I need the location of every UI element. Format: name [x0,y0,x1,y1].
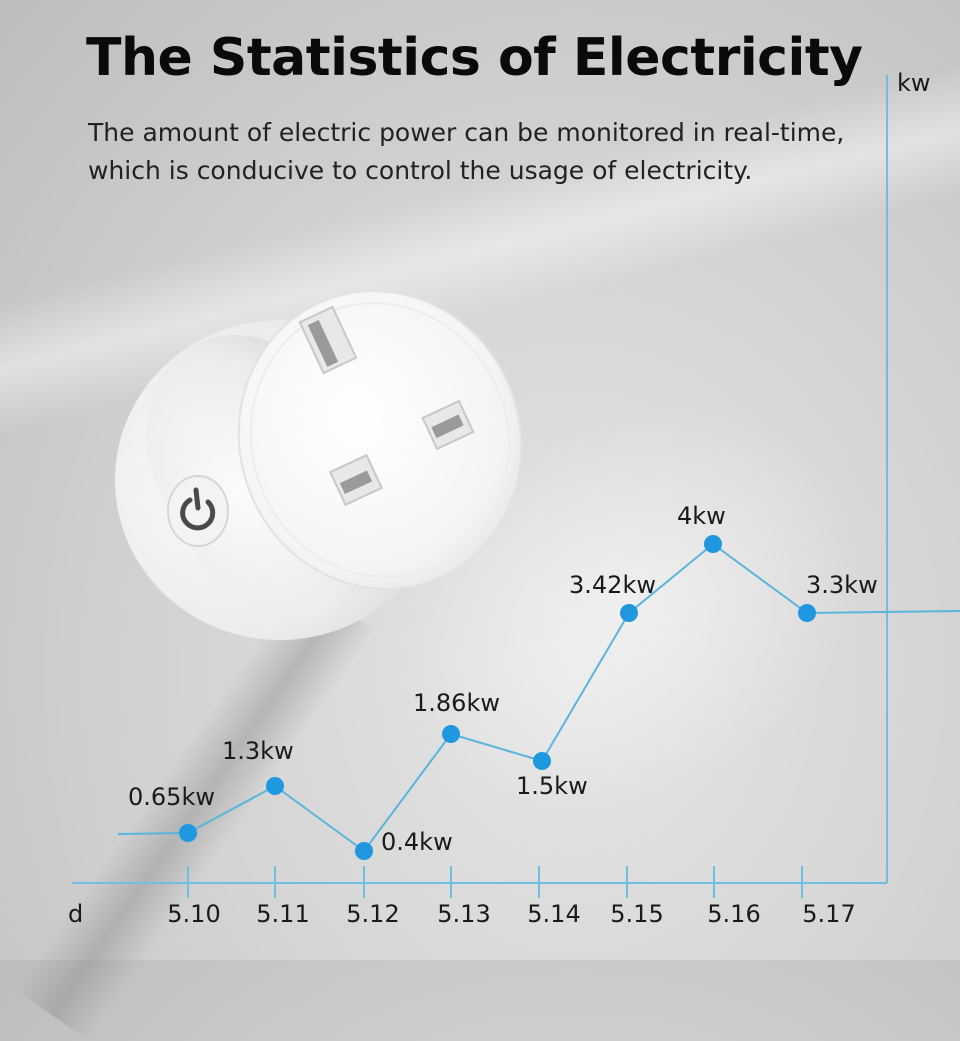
data-point [704,535,722,553]
x-tick-label: 5.14 [527,900,580,928]
y-axis-label: kw [897,69,931,97]
smart-plug-image [115,290,523,640]
socket-slot-earth [298,305,358,375]
page-subtitle: The amount of electric power can be moni… [88,114,888,190]
x-tick-label: 5.17 [802,900,855,928]
x-tick-label: 5.12 [346,900,399,928]
data-label: 0.4kw [381,828,453,856]
data-point [533,752,551,770]
x-tick-label: 5.11 [256,900,309,928]
data-point [179,824,197,842]
x-tick-label: 5.16 [707,900,760,928]
data-label: 3.3kw [806,571,878,599]
x-tick-label: 5.15 [610,900,663,928]
socket-slot-live [421,399,475,451]
socket-slot-neutral [328,453,384,507]
power-line-chart: 0.65kw 1.3kw 0.4kw 1.86kw 1.5kw 3.42kw 4… [68,69,960,928]
data-label: 4kw [677,502,726,530]
data-label: 3.42kw [569,571,656,599]
page-title: The Statistics of Electricity [86,28,863,88]
x-tick-label: 5.10 [167,900,220,928]
data-point [442,725,460,743]
data-label: 0.65kw [128,783,215,811]
data-label: 1.3kw [222,737,294,765]
power-icon [167,475,229,547]
data-label: 1.5kw [516,772,588,800]
subtitle-line-1: The amount of electric power can be moni… [88,118,845,147]
x-axis-ticks [187,866,803,898]
data-point [798,604,816,622]
x-axis-label: d [68,900,83,928]
data-point [266,777,284,795]
subtitle-line-2: which is conducive to control the usage … [88,156,753,185]
x-tick-label: 5.13 [437,900,490,928]
data-point [620,604,638,622]
data-point [355,842,373,860]
data-points [179,535,816,860]
power-series-line [117,542,960,853]
data-label: 1.86kw [413,689,500,717]
